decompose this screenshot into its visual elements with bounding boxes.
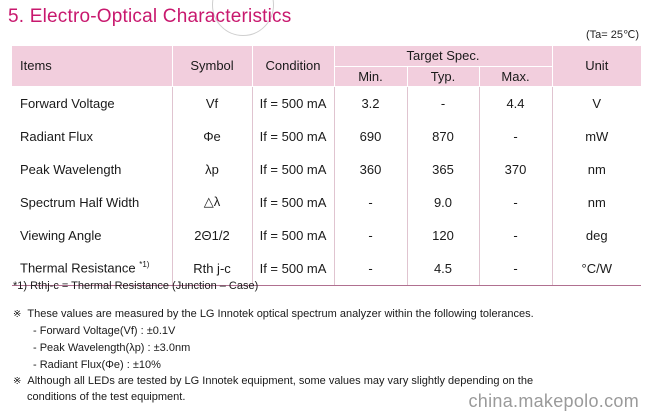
cell-typ: 365 — [407, 152, 480, 186]
header-max: Max. — [479, 66, 553, 87]
footnote: *1) Rthj-c = Thermal Resistance (Junctio… — [13, 280, 259, 292]
cell-condition: If = 500 mA — [252, 119, 335, 153]
cell-max: - — [479, 185, 553, 219]
cell-condition: If = 500 mA — [252, 218, 335, 252]
table-row: Forward Voltage Vf If = 500 mA 3.2 - 4.4… — [12, 86, 641, 120]
cell-condition: If = 500 mA — [252, 185, 335, 219]
cell-max: - — [479, 218, 553, 252]
measurement-note: ※ These values are measured by the LG Inn… — [13, 308, 534, 320]
note-bullet-icon: ※ — [13, 309, 22, 320]
cell-typ: 870 — [407, 119, 480, 153]
cell-item-label: Thermal Resistance — [20, 260, 136, 276]
note-bullet-icon: ※ — [13, 376, 22, 387]
table-row: Viewing Angle 2Θ1/2 If = 500 mA - 120 - … — [12, 218, 641, 252]
tolerance-peak-wavelength: - Peak Wavelength(λp) : ±3.0nm — [33, 342, 191, 354]
cell-item: Forward Voltage — [12, 86, 173, 120]
cell-typ: 120 — [407, 218, 480, 252]
cell-min: - — [334, 251, 408, 286]
ambient-temperature: (Ta= 25℃) — [585, 29, 639, 41]
cell-min: 3.2 — [334, 86, 408, 120]
cell-item: Radiant Flux — [12, 119, 173, 153]
measurement-note-text: These values are measured by the LG Inno… — [27, 308, 534, 320]
cell-unit: mW — [585, 128, 609, 144]
header-unit: Unit — [552, 46, 641, 87]
cell-item: Peak Wavelength — [12, 152, 173, 186]
watermark-text: china.makepolo.com — [468, 391, 639, 411]
cell-item: Thermal Resistance *1) — [12, 251, 173, 286]
footnote-marker: *1) — [139, 260, 150, 270]
header-target-spec: Target Spec. — [334, 46, 553, 67]
header-min: Min. — [334, 66, 408, 87]
cell-min: 360 — [334, 152, 408, 186]
cell-min: - — [334, 218, 408, 252]
header-condition: Condition — [252, 46, 335, 87]
cell-symbol: λp — [172, 152, 253, 186]
table-row: Spectrum Half Width △λ If = 500 mA - 9.0… — [12, 185, 641, 219]
variation-note-continued: conditions of the test equipment. — [27, 391, 186, 403]
cell-min: 690 — [334, 119, 408, 153]
cell-typ: 4.5 — [407, 251, 480, 286]
cell-unit: nm — [587, 194, 606, 210]
cell-unit: nm — [587, 161, 606, 177]
variation-note-text: Although all LEDs are tested by LG Innot… — [27, 375, 534, 387]
cell-condition: If = 500 mA — [252, 86, 335, 120]
cell-symbol: Rth j-c — [172, 251, 253, 286]
header-symbol: Symbol — [172, 46, 253, 87]
cell-condition: If = 500 mA — [252, 251, 335, 286]
header-items: Items — [12, 46, 173, 87]
cell-condition: If = 500 mA — [252, 152, 335, 186]
table-row: Peak Wavelength λp If = 500 mA 360 365 3… — [12, 152, 641, 186]
tolerance-radiant-flux: - Radiant Flux(Φe) : ±10% — [33, 359, 161, 371]
cell-max: 370 — [479, 152, 553, 186]
header-typ: Typ. — [407, 66, 480, 87]
cell-min: - — [334, 185, 408, 219]
cell-unit: °C/W — [552, 251, 641, 286]
tolerance-forward-voltage: - Forward Voltage(Vf) : ±0.1V — [33, 325, 176, 337]
cell-symbol: Φe — [172, 119, 253, 153]
cell-unit: deg — [585, 227, 608, 243]
cell-item: Spectrum Half Width — [12, 185, 173, 219]
cell-item: Viewing Angle — [12, 218, 173, 252]
electro-optical-table: Items Symbol Condition Target Spec. Unit… — [12, 46, 641, 286]
cell-unit: V — [592, 95, 602, 111]
cell-symbol: 2Θ1/2 — [172, 218, 253, 252]
table-row: Thermal Resistance *1) Rth j-c If = 500 … — [12, 251, 641, 286]
cell-symbol: Vf — [172, 86, 253, 120]
table-row: Radiant Flux Φe If = 500 mA 690 870 - mW — [12, 119, 641, 153]
cell-typ: - — [407, 86, 480, 120]
cell-typ: 9.0 — [407, 185, 480, 219]
cell-max: 4.4 — [479, 86, 553, 120]
variation-note: ※ Although all LEDs are tested by LG Inno… — [13, 375, 533, 387]
cell-max: - — [479, 251, 553, 286]
section-title: 5. Electro-Optical Characteristics — [8, 6, 292, 27]
cell-symbol: △λ — [172, 185, 253, 219]
cell-max: - — [479, 119, 553, 153]
